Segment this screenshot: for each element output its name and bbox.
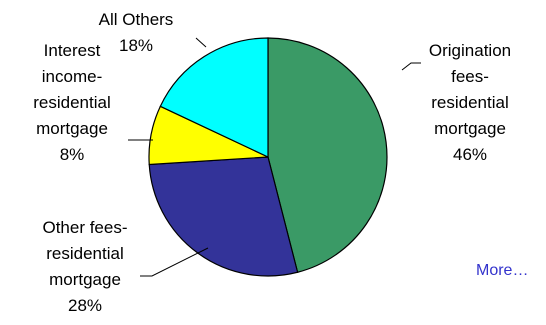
- leader-line: [140, 247, 209, 277]
- slice-label: Other fees-residential mortgage 28%: [42, 218, 127, 315]
- slice-label: All Others 18%: [99, 10, 174, 55]
- slice-label: Interest income-residential mortgage 8%: [33, 41, 111, 164]
- leader-line: [401, 62, 421, 71]
- pie-slice: [159, 37, 269, 158]
- slice-label: Origination fees-residential mortgage 46%: [429, 41, 511, 164]
- pie-slice: [267, 37, 388, 273]
- more-link[interactable]: More…: [476, 262, 529, 279]
- leader-line: [195, 37, 207, 48]
